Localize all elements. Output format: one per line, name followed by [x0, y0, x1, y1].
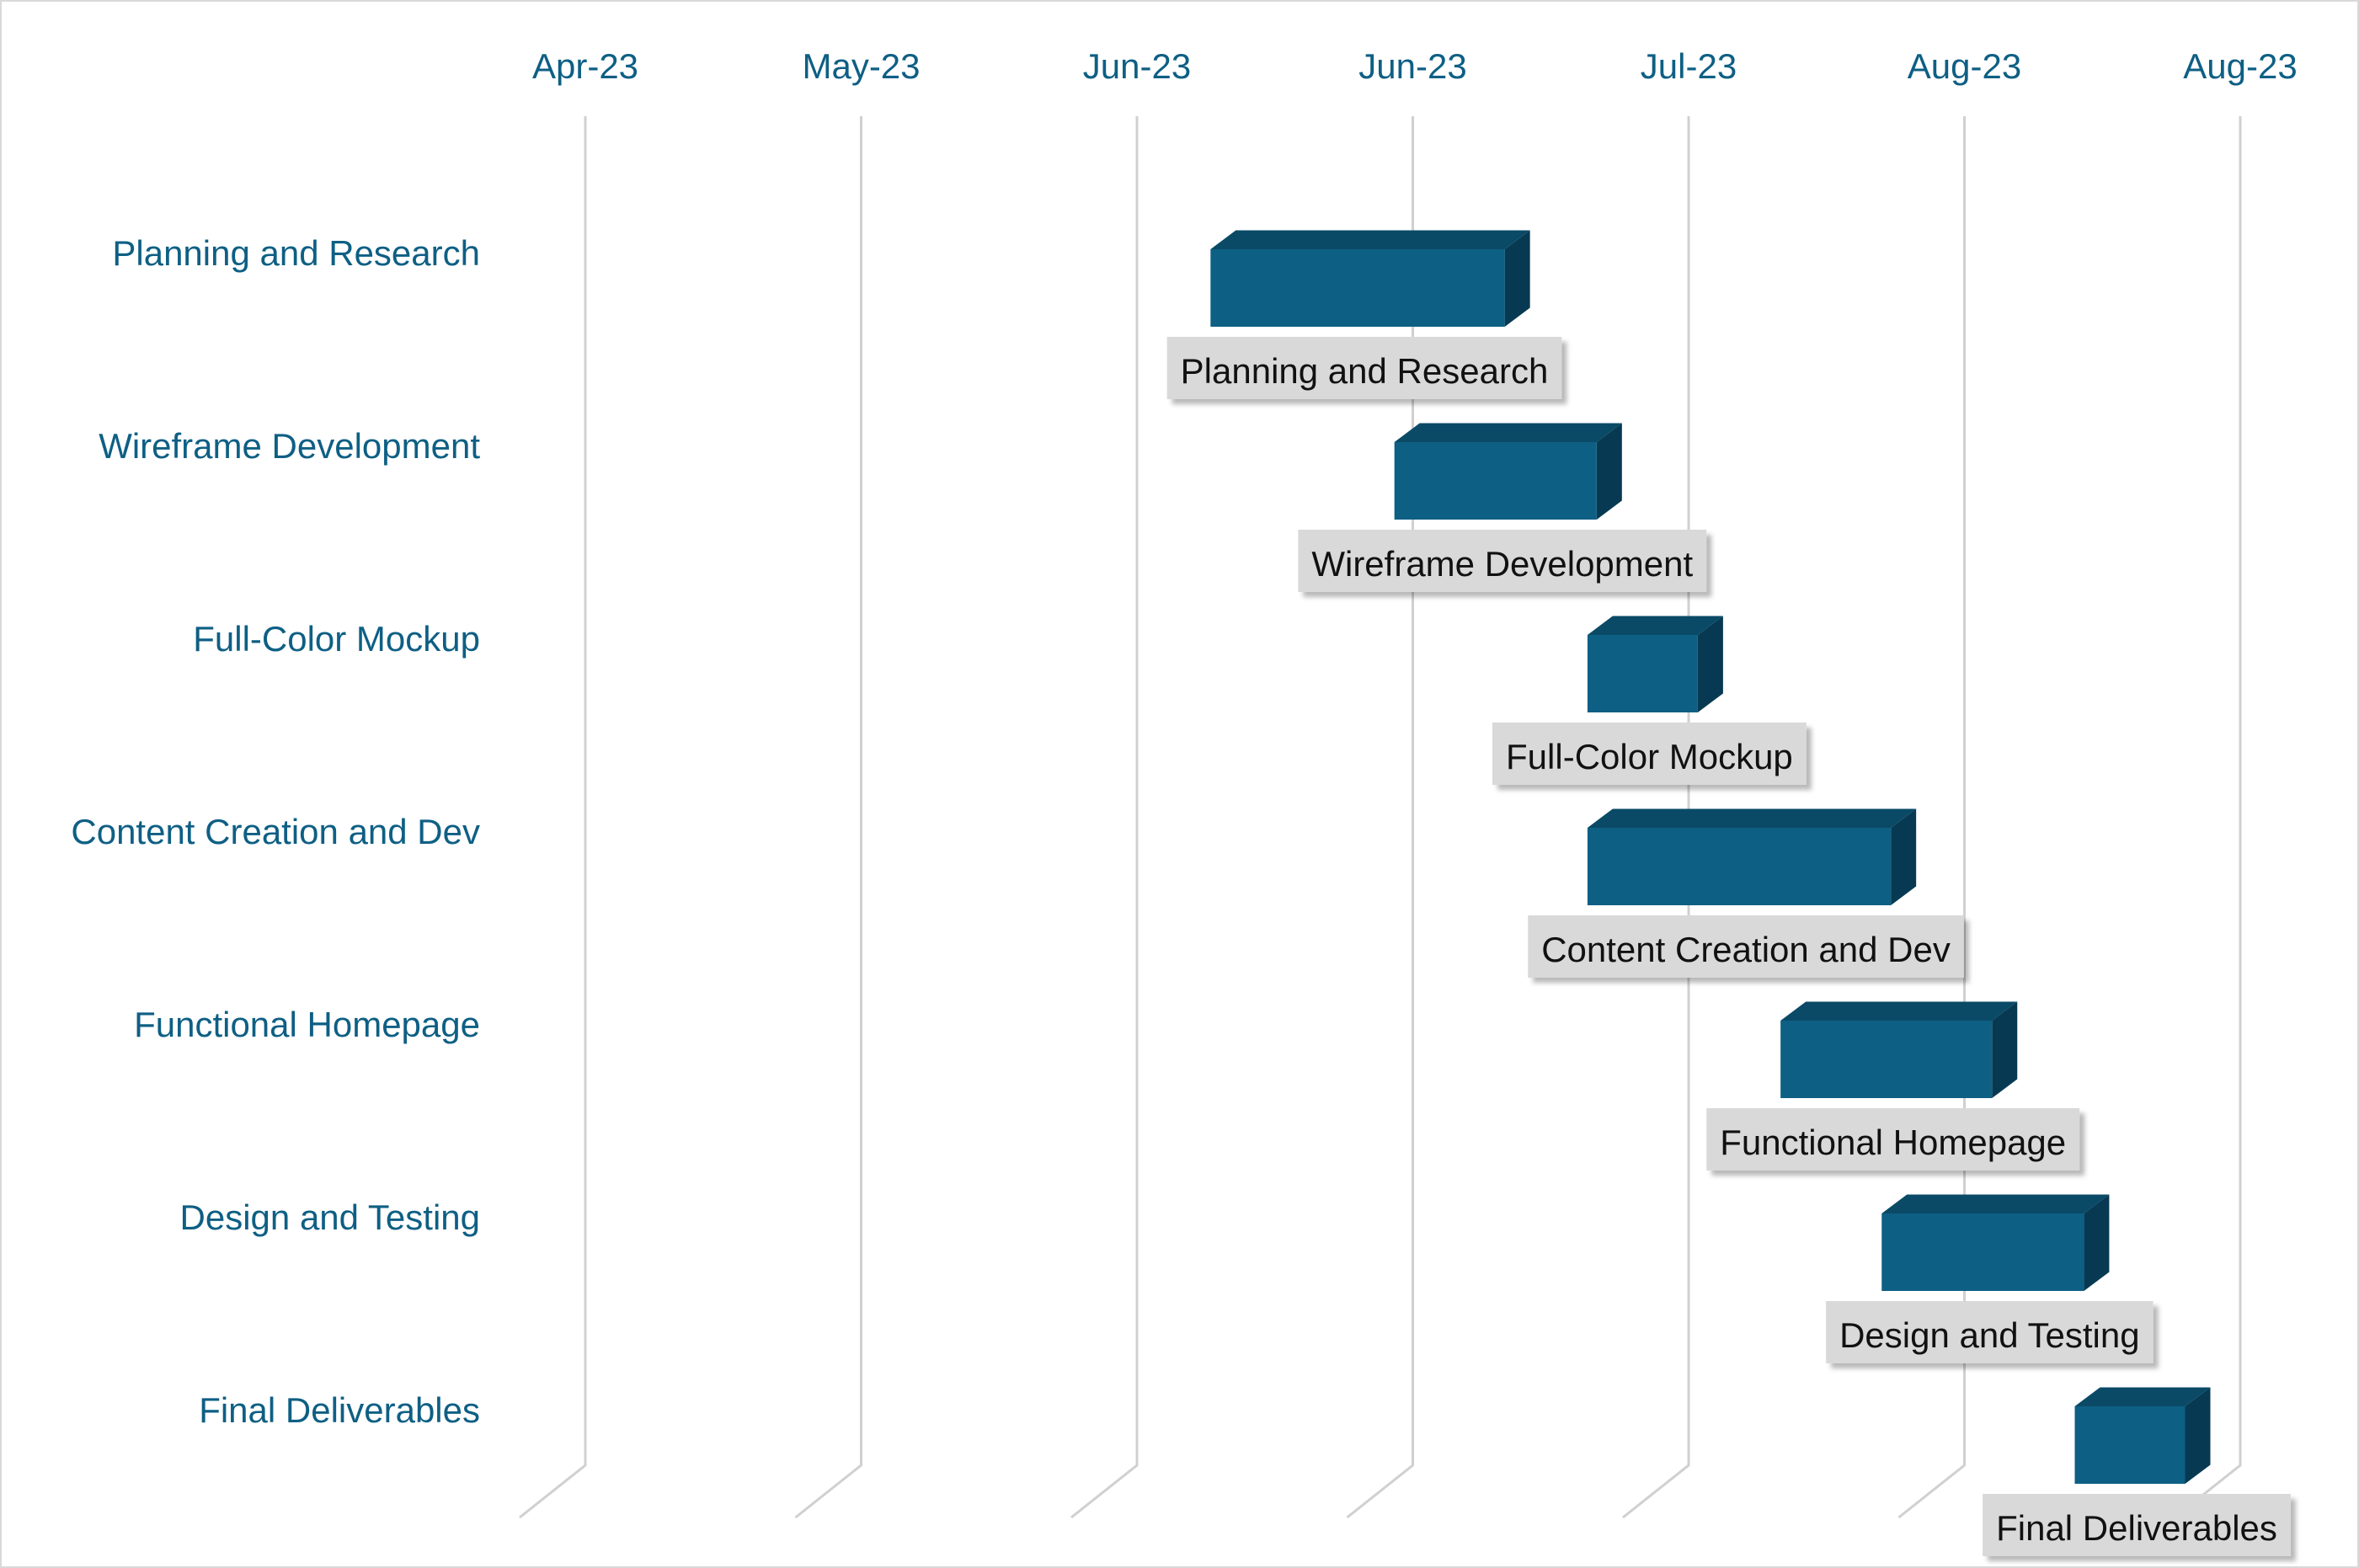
- bar-top-face: [1587, 808, 1917, 828]
- bar-side-face: [1596, 423, 1622, 520]
- y-category-label: Wireframe Development: [99, 426, 480, 466]
- bar-data-label-text: Content Creation and Dev: [1541, 930, 1951, 969]
- bar-data-label-box: [1983, 1494, 2291, 1556]
- bar-data-label-box: [1166, 337, 1562, 399]
- bar-data-label-box: [1528, 915, 1964, 978]
- x-tick-label: Aug-23: [1908, 46, 2021, 86]
- x-tick-label: Jun-23: [1083, 46, 1191, 86]
- y-category-label: Design and Testing: [180, 1197, 480, 1237]
- bar-side-face: [1697, 616, 1723, 712]
- bar-data-label-box: [1298, 530, 1707, 592]
- bar-data-label-text: Final Deliverables: [1996, 1508, 2277, 1548]
- bar: [1394, 442, 1597, 520]
- x-tick-label: Jun-23: [1358, 46, 1466, 86]
- y-axis-categories: Planning and Research Wireframe Developme…: [71, 233, 480, 1430]
- x-tick-label: Apr-23: [532, 46, 638, 86]
- bar-data-label: Design and Testing: [1826, 1301, 2154, 1363]
- bar: [2074, 1406, 2186, 1484]
- bar-side-face: [1992, 1001, 2018, 1098]
- bar: [1210, 249, 1505, 327]
- gridline: [794, 116, 862, 1519]
- bar-side-face: [1891, 808, 1917, 905]
- bar-data-label-box: [1706, 1108, 2080, 1171]
- bar: [1587, 828, 1892, 905]
- bar-data-label-text: Functional Homepage: [1720, 1123, 2066, 1162]
- bar-data-label-text: Full-Color Mockup: [1506, 737, 1793, 776]
- bar-top-face: [1394, 423, 1622, 442]
- bar-side-face: [2185, 1387, 2211, 1484]
- y-category-label: Planning and Research: [112, 233, 480, 273]
- gridline: [1897, 116, 1966, 1519]
- bar-data-label-box: [1826, 1301, 2154, 1363]
- bar-top-face: [1587, 616, 1723, 635]
- bar-top-face: [2074, 1387, 2211, 1406]
- bar-top-face: [1780, 1001, 2018, 1021]
- gridline: [519, 116, 587, 1519]
- bar-data-label: Content Creation and Dev: [1528, 915, 1964, 978]
- y-category-label: Final Deliverables: [199, 1390, 480, 1430]
- bar-data-label: Wireframe Development: [1298, 530, 1707, 592]
- y-category-label: Full-Color Mockup: [193, 619, 480, 659]
- x-tick-label: May-23: [802, 46, 920, 86]
- bar-data-label-text: Planning and Research: [1181, 351, 1549, 391]
- bar: [1780, 1021, 1993, 1098]
- bar-data-label-box: [1492, 723, 1807, 785]
- y-category-label: Functional Homepage: [134, 1005, 480, 1044]
- x-tick-label: Aug-23: [2183, 46, 2297, 86]
- bars: [1210, 230, 2211, 1484]
- bar-top-face: [1210, 230, 1530, 249]
- bar-data-labels: Planning and Research Wireframe Developme…: [1166, 337, 2291, 1556]
- bar-side-face: [2084, 1194, 2110, 1291]
- y-category-label: Content Creation and Dev: [71, 812, 480, 851]
- bar-data-label-text: Wireframe Development: [1311, 544, 1693, 584]
- bar-side-face: [1504, 230, 1530, 327]
- bar-data-label: Planning and Research: [1166, 337, 1562, 399]
- bar: [1881, 1213, 2084, 1291]
- bar-data-label-text: Design and Testing: [1839, 1315, 2139, 1355]
- x-tick-label: Jul-23: [1641, 46, 1737, 86]
- bar-data-label: Full-Color Mockup: [1492, 723, 1807, 785]
- gridline: [1070, 116, 1139, 1519]
- bar: [1587, 635, 1698, 712]
- x-axis-ticks: Apr-23 May-23 Jun-23 Jun-23 Jul-23 Aug-23 Aug-…: [532, 46, 2298, 86]
- bar-data-label: Functional Homepage: [1706, 1108, 2080, 1171]
- bar-data-label: Final Deliverables: [1983, 1494, 2291, 1556]
- bar-top-face: [1881, 1194, 2110, 1213]
